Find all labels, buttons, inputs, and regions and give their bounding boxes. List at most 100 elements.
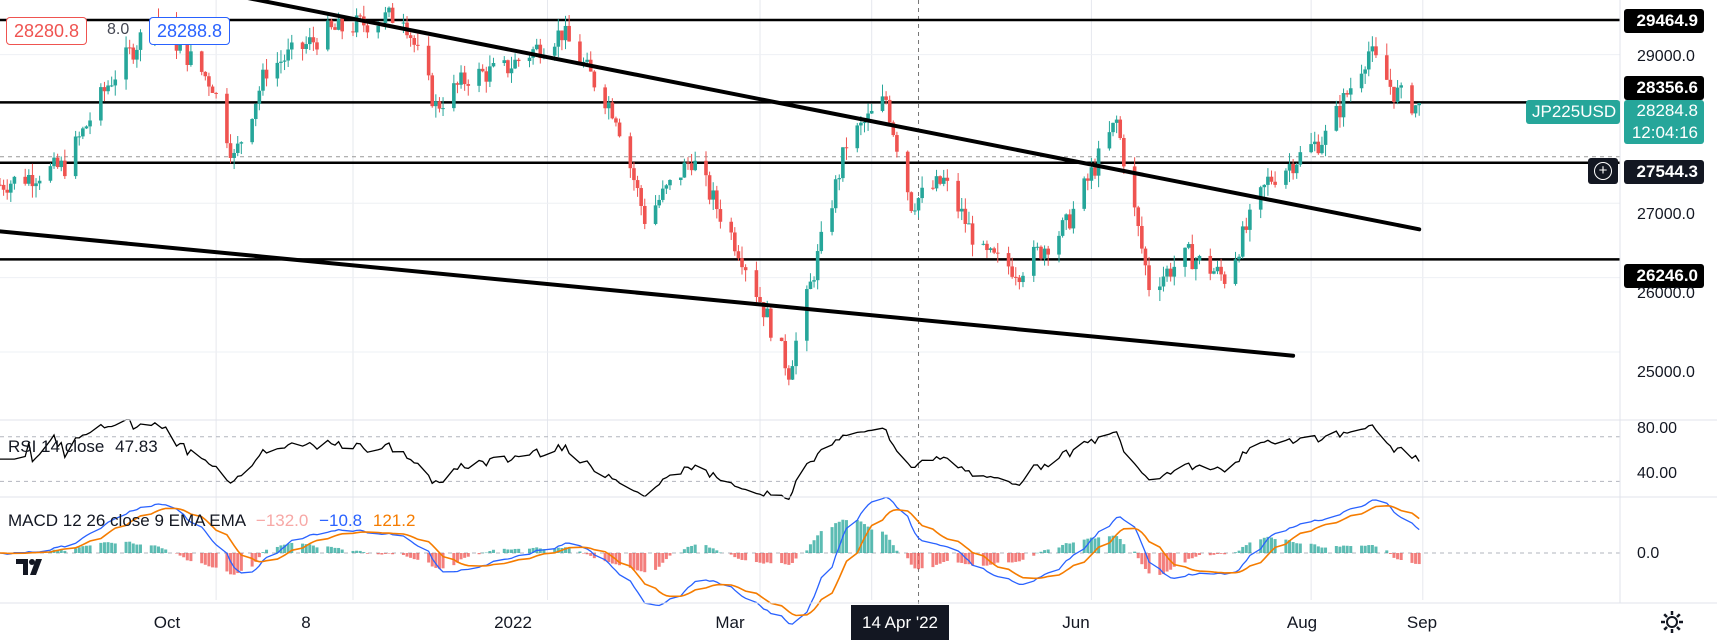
candle-up [1294,164,1299,174]
candle-up [189,51,193,65]
macd-hist-bar [931,553,935,568]
candle-up [833,179,838,209]
rsi-label[interactable]: RSI 14 close 47.83 [8,437,158,457]
candle-up [304,44,308,49]
candle-up [336,18,341,30]
candle-down [578,41,582,65]
settings-gear-icon[interactable] [1660,610,1684,634]
macd-hist-bar [920,553,924,569]
candle-down [1392,86,1396,102]
macd-hist-bar [1273,539,1277,553]
macd-hist-bar [189,553,193,562]
macd-hist-bar [1291,542,1295,553]
macd-hist-bar [1233,552,1237,553]
candle-down [617,122,622,137]
candle-down [686,162,690,164]
macd-hist-bar [333,547,337,553]
macd-hist-bar [992,553,996,564]
ask-price[interactable]: 28288.8 [149,17,231,45]
candle-down [891,122,896,136]
macd-hist-bar [844,520,848,553]
macd-hist-bar [880,531,884,553]
candle-down [1067,214,1072,229]
macd-hist-bar [207,553,211,567]
candle-down [1132,166,1137,208]
macd-hist-bar [1197,553,1201,556]
macd-hist-bar [787,553,791,565]
x-tick-sep: Sep [1406,613,1438,632]
candle-down [225,93,229,144]
macd-hist-bar [837,521,841,553]
macd-hist-bar [603,553,607,562]
macd-hist-bar [401,553,405,556]
candle-up [1341,93,1346,118]
macd-hist-bar [1017,553,1021,562]
candle-up [1212,271,1216,274]
candle-down [740,258,744,268]
macd-hist-bar [758,553,762,563]
macd-label[interactable]: MACD 12 26 close 9 EMA EMA −132.0 −10.8 … [8,511,415,531]
macd-hist-bar [351,550,355,553]
macd-hist-bar [1043,550,1047,553]
candle-up [279,61,283,63]
macd-hist-bar [1399,553,1403,561]
macd-hist-bar [203,553,207,565]
candle-down [1374,46,1378,56]
candle-down [1222,274,1227,284]
candle-up [693,160,697,171]
candle-down [462,72,467,85]
macd-hist-bar [1194,553,1198,557]
add-alert-button[interactable]: + [1588,158,1618,184]
macd-hist-bar [182,553,186,558]
y-tick: 27000.0 [1637,206,1695,223]
candle-up [794,340,798,367]
macd-hist-bar [1237,550,1241,553]
macd-hist-bar [704,545,708,553]
candle-down [1140,225,1144,249]
candle-down [1244,226,1249,230]
candle-up [869,110,874,114]
macd-tick-0: 0.0 [1637,545,1660,562]
macd-hist-bar [686,546,690,553]
macd-hist-bar [740,553,744,560]
candle-down [390,7,395,23]
tradingview-logo[interactable] [14,555,48,579]
candle-up [1194,260,1198,270]
macd-hist-bar [355,550,359,553]
macd-hist-bar [754,553,758,563]
macd-hist-bar [1309,543,1313,553]
candle-down [844,147,849,149]
bid-price[interactable]: 28280.8 [6,17,88,45]
macd-hist-bar [1158,553,1162,575]
macd-hist-bar [1064,543,1068,553]
candle-up [1334,105,1339,131]
macd-hist-bar [643,553,647,573]
candle-up [1172,266,1177,277]
macd-hist-bar [376,553,380,555]
macd-hist-bar [477,553,481,555]
candle-down [1168,268,1173,277]
macd-hist-bar [1266,536,1270,553]
candle-up [653,205,658,224]
candle-down [787,368,791,380]
macd-hist-bar [1298,543,1302,553]
candle-up [77,136,82,138]
candle-down [704,160,708,176]
macd-hist-bar [153,545,157,553]
macd-hist-bar [661,553,665,563]
macd-hist-bar [1223,553,1227,555]
candle-down [358,15,363,17]
macd-hist-bar [956,553,960,563]
macd-hist-bar [1388,553,1392,554]
candle-up [1035,246,1040,248]
macd-hist-bar [971,553,975,566]
macd-hist-bar [780,553,784,564]
trendline [247,0,1422,232]
macd-hist-bar [383,553,387,554]
candle-down [985,243,989,251]
plus-circle-icon: + [1594,162,1612,180]
candle-up [239,142,244,144]
macd-hist-bar [1370,545,1374,553]
candle-up [1057,235,1061,255]
